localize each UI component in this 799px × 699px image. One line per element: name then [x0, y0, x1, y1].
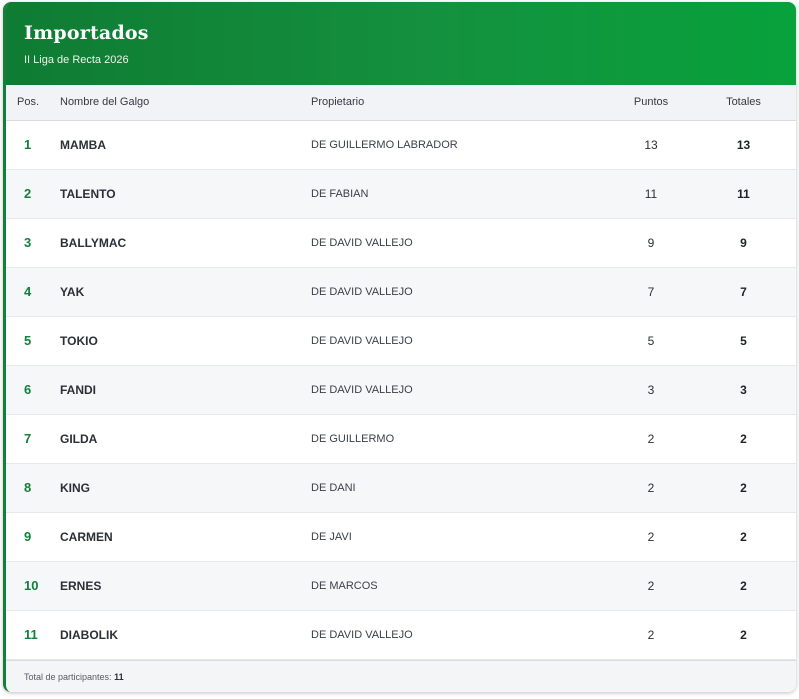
- table-body: 1 MAMBA DE GUILLERMO LABRADOR 13 13 2 TA…: [6, 120, 796, 659]
- row-position: 6: [24, 382, 32, 397]
- participants-label: Total de participantes:: [24, 671, 112, 682]
- row-position: 7: [24, 431, 32, 446]
- row-points: 2: [647, 578, 655, 593]
- row-owner: DE DANI: [311, 481, 356, 494]
- row-totals: 13: [736, 137, 751, 152]
- row-owner: DE GUILLERMO: [311, 432, 395, 445]
- row-greyhound-name: BALLYMAC: [60, 235, 127, 250]
- row-totals: 7: [740, 284, 747, 299]
- column-header-points: Puntos: [611, 85, 691, 121]
- table-row: 5 TOKIO DE DAVID VALLEJO 5 5: [6, 316, 796, 365]
- row-position: 2: [24, 186, 32, 201]
- table-header-row: Pos. Nombre del Galgo Propietario Puntos…: [6, 85, 796, 121]
- row-points: 3: [647, 382, 655, 397]
- row-totals: 2: [740, 578, 747, 593]
- table-row: 11 DIABOLIK DE DAVID VALLEJO 2 2: [6, 610, 796, 659]
- row-position: 11: [24, 627, 38, 642]
- row-position: 3: [24, 235, 32, 250]
- row-owner: DE MARCOS: [311, 579, 378, 592]
- standings-table: Pos. Nombre del Galgo Propietario Puntos…: [6, 85, 796, 660]
- page-title: Importados: [24, 22, 149, 44]
- table-row: 6 FANDI DE DAVID VALLEJO 3 3: [6, 365, 796, 414]
- row-greyhound-name: TALENTO: [60, 186, 116, 201]
- table-row: 10 ERNES DE MARCOS 2 2: [6, 561, 796, 610]
- row-owner: DE DAVID VALLEJO: [311, 236, 413, 249]
- row-totals: 2: [740, 627, 747, 642]
- row-owner: DE DAVID VALLEJO: [311, 334, 413, 347]
- row-greyhound-name: GILDA: [60, 431, 98, 446]
- card-header: Importados II Liga de Recta 2026: [6, 2, 796, 85]
- row-points: 2: [647, 480, 655, 495]
- row-points: 11: [644, 186, 658, 201]
- column-header-name: Nombre del Galgo: [60, 85, 311, 121]
- row-greyhound-name: ERNES: [60, 578, 102, 593]
- row-greyhound-name: TOKIO: [60, 333, 98, 348]
- row-totals: 3: [740, 382, 747, 397]
- row-points: 2: [647, 627, 655, 642]
- row-greyhound-name: KING: [60, 480, 90, 495]
- row-greyhound-name: FANDI: [60, 382, 96, 397]
- row-greyhound-name: MAMBA: [60, 137, 106, 152]
- row-greyhound-name: CARMEN: [60, 529, 113, 544]
- row-position: 9: [24, 529, 32, 544]
- row-position: 10: [24, 578, 39, 593]
- page-subtitle: II Liga de Recta 2026: [24, 54, 129, 66]
- row-position: 1: [24, 137, 32, 152]
- row-totals: 11: [737, 186, 750, 201]
- row-owner: DE FABIAN: [311, 187, 369, 200]
- row-greyhound-name: YAK: [60, 284, 85, 299]
- row-points: 5: [647, 333, 655, 348]
- row-position: 8: [24, 480, 32, 495]
- row-totals: 9: [740, 235, 747, 250]
- row-points: 9: [647, 235, 655, 250]
- row-totals: 2: [740, 480, 747, 495]
- table-row: 1 MAMBA DE GUILLERMO LABRADOR 13 13: [6, 120, 796, 169]
- table-row: 7 GILDA DE GUILLERMO 2 2: [6, 414, 796, 463]
- standings-card: Importados II Liga de Recta 2026 Pos. No…: [3, 2, 796, 692]
- column-header-pos: Pos.: [6, 85, 60, 121]
- table-row: 4 YAK DE DAVID VALLEJO 7 7: [6, 267, 796, 316]
- row-owner: DE DAVID VALLEJO: [311, 628, 413, 641]
- row-owner: DE GUILLERMO LABRADOR: [311, 138, 458, 151]
- row-points: 13: [644, 137, 658, 152]
- participants-count: 11: [114, 671, 124, 682]
- row-owner: DE DAVID VALLEJO: [311, 383, 413, 396]
- row-totals: 5: [740, 333, 747, 348]
- row-points: 2: [647, 431, 655, 446]
- row-position: 5: [24, 333, 32, 348]
- row-greyhound-name: DIABOLIK: [60, 627, 118, 642]
- table-row: 3 BALLYMAC DE DAVID VALLEJO 9 9: [6, 218, 796, 267]
- table-footer: Total de participantes: 11: [6, 659, 796, 692]
- column-header-totals: Totales: [691, 85, 796, 121]
- row-totals: 2: [740, 431, 747, 446]
- column-header-owner: Propietario: [311, 85, 611, 121]
- row-owner: DE DAVID VALLEJO: [311, 285, 413, 298]
- table-row: 8 KING DE DANI 2 2: [6, 463, 796, 512]
- row-owner: DE JAVI: [311, 530, 352, 543]
- row-points: 2: [647, 529, 655, 544]
- row-totals: 2: [740, 529, 747, 544]
- row-position: 4: [24, 284, 32, 299]
- table-row: 9 CARMEN DE JAVI 2 2: [6, 512, 796, 561]
- table-row: 2 TALENTO DE FABIAN 11 11: [6, 169, 796, 218]
- row-points: 7: [647, 284, 655, 299]
